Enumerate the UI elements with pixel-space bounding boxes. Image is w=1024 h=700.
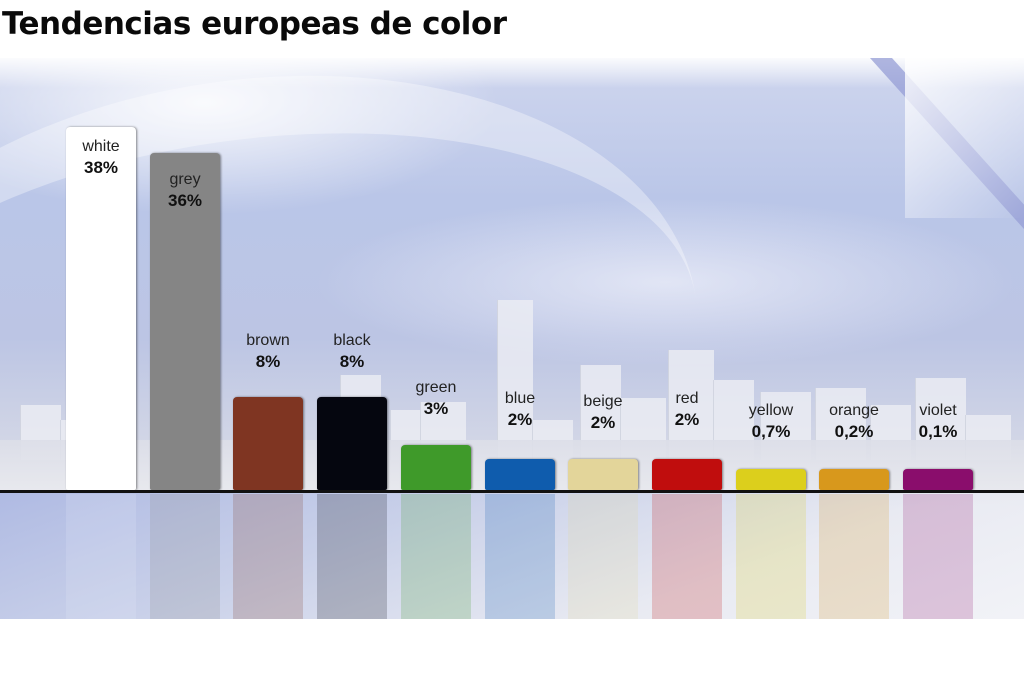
- value-label: 36%: [167, 191, 203, 210]
- bar-label-violet: violet 0,1%: [893, 400, 983, 442]
- bar-reflection-brown: [233, 494, 303, 619]
- value-label: 3%: [423, 399, 449, 418]
- bar-label-beige: beige 2%: [558, 391, 648, 433]
- bar-reflection-black: [317, 494, 387, 619]
- chart-title: Tendencias europeas de color: [2, 6, 507, 42]
- bar-label-green: green 3%: [391, 377, 481, 419]
- bar-label-blue: blue 2%: [475, 388, 565, 430]
- bar-yellow: [736, 469, 806, 490]
- value-label: 8%: [255, 352, 281, 371]
- x-axis-baseline: [0, 490, 1024, 493]
- bar-reflection-white: [66, 494, 136, 619]
- value-label: 8%: [339, 352, 365, 371]
- bar-label-orange: orange 0,2%: [809, 400, 899, 442]
- category-name: white: [82, 138, 120, 155]
- category-name: violet: [919, 402, 957, 419]
- bar-reflection-orange: [819, 494, 889, 619]
- category-name: brown: [246, 332, 290, 349]
- bar-violet: [903, 469, 973, 490]
- value-label: 0,2%: [834, 422, 874, 441]
- bar-blue: [485, 459, 555, 490]
- category-name: beige: [583, 393, 623, 410]
- category-name: black: [333, 332, 371, 349]
- value-label: 2%: [590, 413, 616, 432]
- category-name: green: [415, 379, 457, 396]
- bar-reflection-red: [652, 494, 722, 619]
- category-name: yellow: [748, 402, 794, 419]
- bar-grey: [150, 153, 220, 490]
- category-name: grey: [169, 171, 201, 188]
- value-label: 2%: [674, 410, 700, 429]
- value-label: 2%: [507, 410, 533, 429]
- bar-green: [401, 445, 471, 490]
- bar-beige: [568, 459, 638, 490]
- bar-label-red: red 2%: [642, 388, 732, 430]
- category-name: blue: [504, 390, 536, 407]
- bar-reflection-violet: [903, 494, 973, 619]
- bar-label-black: black 8%: [307, 330, 397, 372]
- value-label: 38%: [83, 158, 119, 177]
- bar-white: [66, 127, 136, 490]
- category-name: orange: [829, 402, 879, 419]
- bar-label-brown: brown 8%: [223, 330, 313, 372]
- bar-label-white: white 38%: [56, 136, 146, 178]
- bar-orange: [819, 469, 889, 490]
- bar-label-grey: grey 36%: [140, 169, 230, 211]
- bar-red: [652, 459, 722, 490]
- bar-reflection-grey: [150, 494, 220, 619]
- bar-reflection-beige: [568, 494, 638, 619]
- bar-reflection-blue: [485, 494, 555, 619]
- value-label: 0,1%: [918, 422, 958, 441]
- bar-chart: white 38% grey 36% brown 8% black 8% green 3% blue…: [56, 127, 983, 619]
- category-name: red: [675, 390, 699, 407]
- bar-black: [317, 397, 387, 490]
- bar-reflection-green: [401, 494, 471, 619]
- background-corner-glow: [905, 58, 1024, 218]
- bar-label-yellow: yellow 0,7%: [726, 400, 816, 442]
- bar-brown: [233, 397, 303, 490]
- background-top-fade: [0, 58, 1024, 88]
- bar-reflection-yellow: [736, 494, 806, 619]
- reflection-area: [0, 493, 1024, 619]
- value-label: 0,7%: [751, 422, 791, 441]
